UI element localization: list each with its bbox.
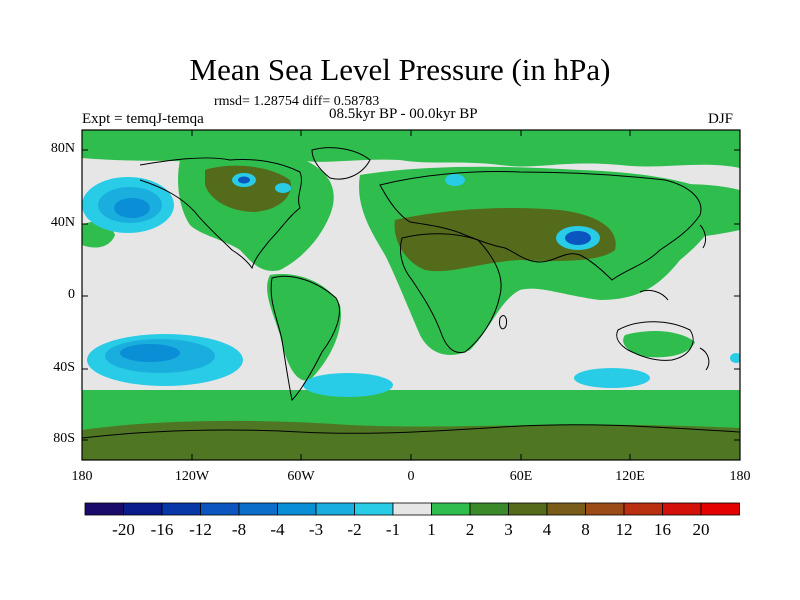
au-green	[623, 330, 695, 358]
lat-tick: 80S	[53, 431, 75, 446]
colorbar-box	[123, 502, 163, 516]
lon-tick: 0	[407, 469, 415, 484]
colorbar-box	[585, 502, 625, 516]
colorbar-label: -20	[112, 520, 135, 539]
colorbar-label: 3	[504, 520, 513, 539]
lon-tick: 60E	[509, 469, 533, 484]
colorbar-box	[200, 502, 240, 516]
colorbar-label: 12	[615, 520, 633, 539]
colorbar-box	[161, 502, 201, 516]
lon-tick: 60W	[287, 469, 315, 484]
colorbar-box	[662, 502, 702, 516]
lat-tick: 40N	[50, 215, 75, 230]
sa-low-cyan	[303, 373, 393, 397]
lon-tick: 120W	[174, 469, 210, 484]
np-green	[639, 184, 740, 238]
colorbar-label: 8	[581, 520, 590, 539]
colorbar-box	[508, 502, 548, 516]
na-olive	[205, 165, 291, 212]
colorbar-label: -16	[150, 520, 174, 539]
colorbar-label: 1	[427, 520, 436, 539]
colorbar-box	[277, 502, 317, 516]
colorbar-box	[354, 502, 394, 516]
southern-olive	[82, 420, 740, 460]
lat-tick: 0	[68, 287, 75, 302]
lon-tick: 180	[71, 469, 93, 484]
lon-tick: 120E	[615, 469, 645, 484]
colorbar-label: 16	[654, 520, 671, 539]
lat-tick: 80N	[50, 141, 75, 156]
axis-ticks	[81, 130, 741, 460]
colorbar-box	[315, 502, 355, 516]
coastlines	[82, 147, 740, 439]
colorbar-label: -12	[189, 520, 212, 539]
lon-tick: 180	[729, 469, 751, 484]
colorbar-box	[238, 502, 278, 516]
period-label: 08.5kyr BP - 00.0kyr BP	[329, 106, 478, 122]
colorbar-label: 2	[465, 520, 475, 539]
lat-tick: 40S	[53, 360, 75, 375]
colorbar-box	[469, 502, 509, 516]
colorbar-label: -3	[308, 520, 324, 539]
colorbar	[84, 502, 740, 516]
colorbar-box	[84, 502, 124, 516]
sa-green	[267, 274, 341, 381]
io-low-cyan	[574, 368, 650, 388]
colorbar-label: -4	[270, 520, 285, 539]
map-field	[82, 130, 740, 460]
colorbar-label: -2	[347, 520, 362, 539]
tibet-low-core	[565, 231, 591, 245]
np-low-core	[114, 198, 150, 218]
colorbar-label: -1	[385, 520, 401, 539]
colorbar-box	[700, 502, 740, 516]
colorbar-label: 4	[542, 520, 552, 539]
colorbar-box	[431, 502, 471, 516]
stats-text: rmsd= 1.28754 diff= 0.58783	[214, 94, 380, 109]
sp-low-core	[120, 344, 180, 362]
colorbar-label: -8	[231, 520, 247, 539]
eurasia-olive	[394, 208, 616, 272]
colorbar-box	[623, 502, 663, 516]
season-label: DJF	[708, 111, 734, 127]
experiment-label: Expt = temqJ-temqa	[82, 111, 204, 127]
colorbar-label: 20	[692, 520, 710, 539]
colorbar-box	[546, 502, 586, 516]
colorbar-box	[392, 502, 432, 516]
map-title: Mean Sea Level Pressure (in hPa)	[189, 52, 611, 87]
